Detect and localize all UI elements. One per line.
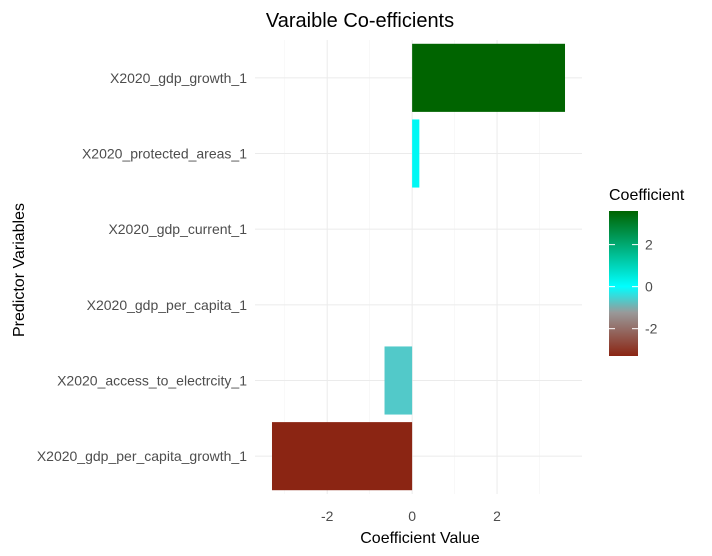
y-tick-label: X2020_protected_areas_1 [82,146,247,162]
y-tick-label: X2020_gdp_growth_1 [110,70,247,86]
x-tick-labels: -2 0 2 [321,508,501,524]
colorbar-label: 2 [645,237,653,253]
y-tick-label: X2020_gdp_per_capita_1 [87,297,248,313]
bar [412,43,566,112]
y-axis-title: Predictor Variables [11,203,28,337]
bar [412,119,420,188]
x-tick-label: 0 [408,508,416,524]
colorbar-label: -2 [645,321,658,337]
y-tick-label: X2020_access_to_electrcity_1 [57,373,247,389]
legend-ticks: 2 0 -2 [609,237,658,337]
colorbar [609,211,638,356]
x-axis-title: Coefficient Value [360,530,480,547]
legend-title: Coefficient [609,187,685,204]
y-tick-labels: X2020_gdp_growth_1 X2020_protected_areas_… [37,70,247,464]
legend: Coefficient 2 0 -2 [609,187,685,356]
grid [255,40,582,494]
x-tick-label: 2 [493,508,501,524]
y-tick-label: X2020_gdp_per_capita_growth_1 [37,448,247,464]
chart-title: Varaible Co-efficients [266,10,454,32]
x-tick-label: -2 [321,508,334,524]
y-tick-label: X2020_gdp_current_1 [108,221,247,237]
bar [271,422,413,491]
bar [384,346,413,415]
colorbar-label: 0 [645,279,653,295]
bars [271,43,566,491]
